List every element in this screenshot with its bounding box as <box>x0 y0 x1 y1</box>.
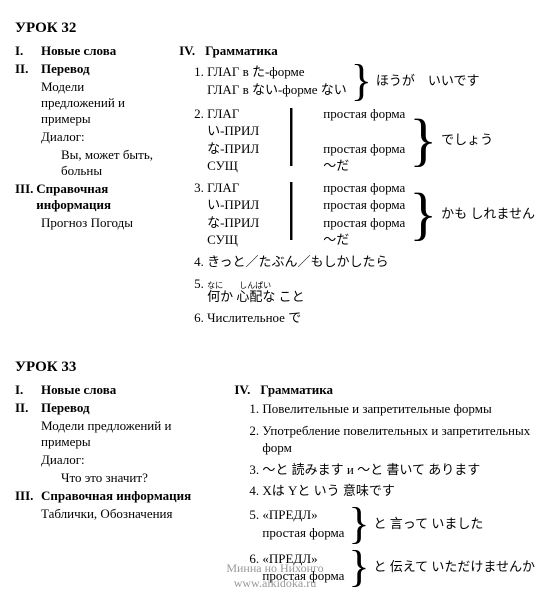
section-title: Справочная информация <box>41 488 191 504</box>
grammar-cell: ГЛАГ <box>207 105 259 123</box>
roman-numeral: III. <box>15 488 41 504</box>
lesson-title: УРОК 32 <box>15 20 535 37</box>
section-i: I. Новые слова <box>15 43 159 59</box>
section-iii: III. Справочная информация <box>15 181 159 213</box>
section-title: Перевод <box>41 400 90 416</box>
roman-numeral: II. <box>15 400 41 416</box>
grammar-structure: ГЛАГ い-ПРИЛ な-ПРИЛ СУЩ ｜ простая форма п… <box>207 179 535 249</box>
grammar-item: Повелительные и запретительные формы <box>262 400 535 418</box>
grammar-structure: «ПРЕДЛ» простая форма } と 言って いました <box>262 504 535 544</box>
section-sub: Диалог: <box>41 452 214 468</box>
grammar-item: Употребление повелительных и запретитель… <box>262 422 535 457</box>
brace-icon: ｜ <box>262 115 320 164</box>
lesson-columns: I. Новые слова II. Перевод Модели предло… <box>15 382 535 591</box>
grammar-list: Повелительные и запретительные формы Упо… <box>244 400 535 587</box>
grammar-tail: でしょう <box>441 131 493 149</box>
grammar-cell: 〜だ <box>323 231 405 249</box>
section-ii: II. Перевод <box>15 61 159 77</box>
grammar-cell: ГЛАГ в ない-форме ない <box>207 81 347 99</box>
lesson-title: УРОК 33 <box>15 359 535 376</box>
grammar-cell: «ПРЕДЛ» <box>262 506 344 524</box>
section-iii: III. Справочная информация <box>15 488 214 504</box>
grammar-tail: ほうが いいです <box>376 72 480 90</box>
section-iv: IV. Грамматика <box>234 382 535 398</box>
right-column: IV. Грамматика ГЛАГ в た-форме ГЛАГ в ない-… <box>179 43 535 331</box>
grammar-item: Числительное で <box>207 309 535 327</box>
brace-icon: } <box>348 547 369 587</box>
section-title: Грамматика <box>260 382 333 398</box>
section-title: Новые слова <box>41 43 116 59</box>
section-title: Справочная информация <box>36 181 159 213</box>
grammar-item: 〜と 読みます и 〜と 書いて あります <box>262 461 535 479</box>
grammar-cell <box>323 122 405 140</box>
roman-numeral: I. <box>15 43 41 59</box>
grammar-text: 何か 心配な こと <box>207 289 305 304</box>
grammar-cell: простая форма <box>262 524 344 542</box>
section-sub: Модели предложений и примеры <box>41 79 159 127</box>
section-sub: Вы, может быть, больны <box>61 147 159 179</box>
grammar-cell: простая форма <box>323 196 405 214</box>
section-sub: Прогноз Погоды <box>41 215 159 231</box>
grammar-structure: ГЛАГ い-ПРИЛ な-ПРИЛ СУЩ ｜ простая форма п… <box>207 105 535 175</box>
section-sub: Что это значит? <box>61 470 214 486</box>
grammar-tail: と 伝えて いただけませんか <box>374 558 535 576</box>
grammar-item: ГЛАГ в た-форме ГЛАГ в ない-форме ない } ほうが … <box>207 61 535 101</box>
section-sub: Таблички, Обозначения <box>41 506 214 522</box>
grammar-cell: простая форма <box>323 179 405 197</box>
grammar-item: なに しんぱい 何か 心配な こと <box>207 275 535 306</box>
lesson-columns: I. Новые слова II. Перевод Модели предло… <box>15 43 535 331</box>
roman-numeral: I. <box>15 382 41 398</box>
roman-numeral: III. <box>15 181 36 197</box>
grammar-cell: СУЩ <box>207 231 259 249</box>
section-sub: Модели предложений и примеры <box>41 418 214 450</box>
section-title: Перевод <box>41 61 90 77</box>
grammar-cell: な-ПРИЛ <box>207 214 259 232</box>
roman-numeral: IV. <box>179 43 205 59</box>
grammar-cell: 〜だ <box>323 157 405 175</box>
grammar-cell: い-ПРИЛ <box>207 196 259 214</box>
grammar-item: ГЛАГ い-ПРИЛ な-ПРИЛ СУЩ ｜ простая форма п… <box>207 179 535 249</box>
grammar-cell: простая форма <box>323 105 405 123</box>
grammar-tail: かも しれません <box>441 205 535 223</box>
brace-icon: } <box>409 189 437 238</box>
grammar-cell: ГЛАГ в た-форме <box>207 63 347 81</box>
grammar-item: Xは Yと いう 意味です <box>262 482 535 500</box>
left-column: I. Новые слова II. Перевод Модели предло… <box>15 382 214 591</box>
grammar-cell: い-ПРИЛ <box>207 122 259 140</box>
grammar-cell: ГЛАГ <box>207 179 259 197</box>
grammar-list: ГЛАГ в た-форме ГЛАГ в ない-форме ない } ほうが … <box>189 61 535 327</box>
grammar-cell: простая форма <box>323 140 405 158</box>
grammar-cell: простая форма <box>323 214 405 232</box>
grammar-item: きっと／たぶん／もしかしたら <box>207 253 535 271</box>
grammar-structure: ГЛАГ в た-форме ГЛАГ в ない-форме ない } ほうが … <box>207 61 535 101</box>
grammar-item: «ПРЕДЛ» простая форма } と 言って いました <box>262 504 535 544</box>
grammar-item: ГЛАГ い-ПРИЛ な-ПРИЛ СУЩ ｜ простая форма п… <box>207 105 535 175</box>
brace-icon: } <box>409 115 437 164</box>
brace-icon: } <box>348 504 369 544</box>
section-title: Грамматика <box>205 43 278 59</box>
grammar-tail: と 言って いました <box>374 515 484 533</box>
left-column: I. Новые слова II. Перевод Модели предло… <box>15 43 159 331</box>
section-title: Новые слова <box>41 382 116 398</box>
grammar-cell: СУЩ <box>207 157 259 175</box>
section-ii: II. Перевод <box>15 400 214 416</box>
section-sub: Диалог: <box>41 129 159 145</box>
brace-icon: ｜ <box>262 189 320 238</box>
roman-numeral: II. <box>15 61 41 77</box>
roman-numeral: IV. <box>234 382 260 398</box>
brace-icon: } <box>351 61 372 101</box>
section-i: I. Новые слова <box>15 382 214 398</box>
right-column: IV. Грамматика Повелительные и запретите… <box>234 382 535 591</box>
grammar-cell: な-ПРИЛ <box>207 140 259 158</box>
